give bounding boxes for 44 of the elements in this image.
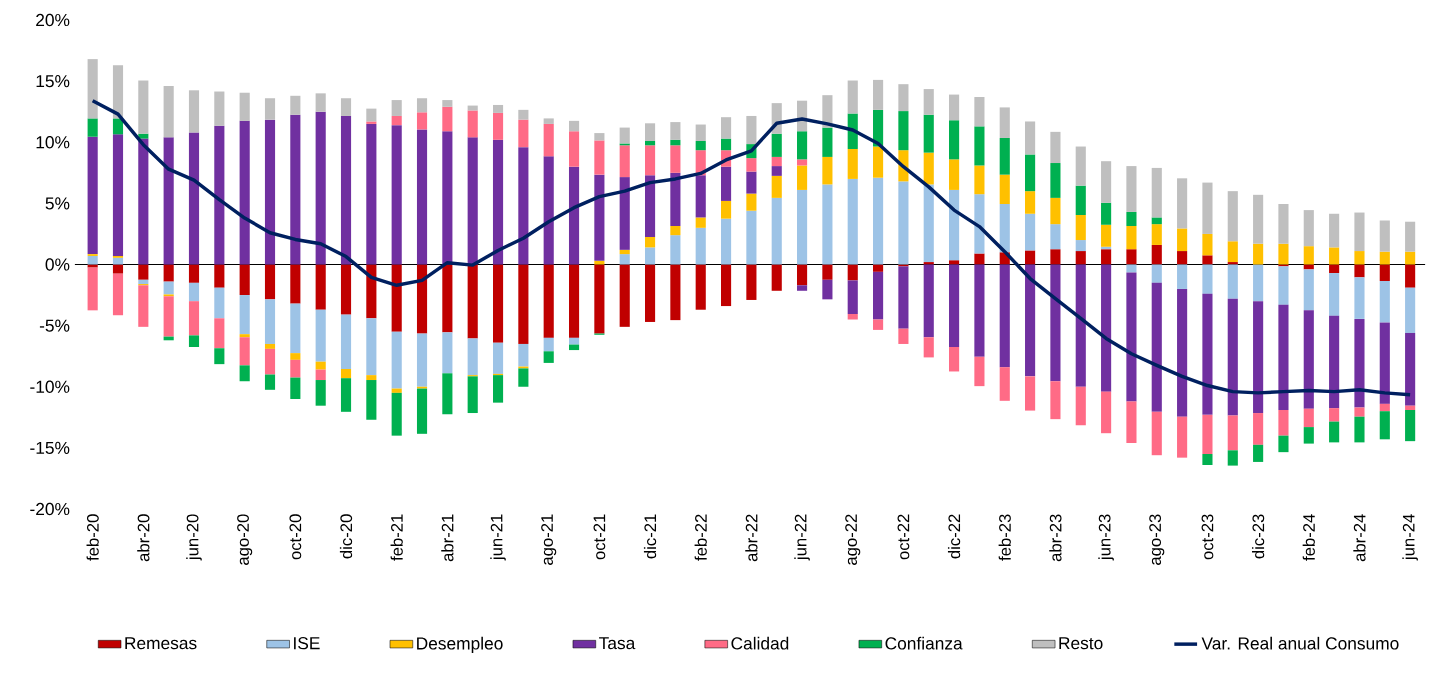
- legend-label: ISE: [294, 637, 320, 650]
- x-tick-label: feb-21: [390, 514, 403, 561]
- x-tick-label: jun-20: [186, 514, 202, 561]
- x-tick-label: abr-20: [137, 514, 150, 562]
- legend-label: Remesas: [125, 637, 197, 650]
- x-tick-label: feb-23: [998, 514, 1011, 561]
- y-tick-label: 15%: [36, 75, 70, 88]
- y-tick-label: -20%: [30, 502, 70, 516]
- legend-label: Desempleo: [417, 636, 503, 654]
- x-tick-label: feb-22: [694, 514, 707, 561]
- y-tick-label: -15%: [30, 441, 70, 454]
- y-tick-label: 10%: [36, 136, 70, 149]
- x-tick-label: ago-22: [845, 514, 861, 565]
- x-tick-label: abr-22: [745, 514, 758, 562]
- x-tick-label: ago-23: [1149, 514, 1165, 565]
- y-tick-label: -10%: [30, 380, 70, 393]
- y-tick-label: -5%: [39, 319, 70, 332]
- legend-label: Tasa: [599, 637, 636, 650]
- legend-label: Calidad: [731, 636, 789, 650]
- x-tick-label: oct-23: [1201, 514, 1214, 560]
- x-tick-label: dic-21: [643, 514, 657, 559]
- y-tick-label: 5%: [45, 197, 70, 210]
- x-tick-label: ago-20: [237, 514, 253, 565]
- x-tick-label: ago-21: [541, 514, 557, 565]
- legend-label: Resto: [1059, 637, 1103, 650]
- x-tick-label: abr-24: [1353, 514, 1366, 562]
- x-tick-label: dic-20: [339, 514, 353, 559]
- legend-label: Var. Real anual Consumo: [1201, 636, 1399, 650]
- x-tick-label: jun-22: [794, 514, 810, 561]
- x-tick-label: dic-22: [947, 514, 961, 559]
- x-tick-label: oct-20: [289, 514, 302, 560]
- x-tick-label: feb-20: [86, 514, 99, 561]
- y-tick-label: 20%: [36, 13, 70, 27]
- x-tick-label: oct-21: [593, 514, 606, 560]
- x-tick-label: oct-22: [897, 514, 910, 560]
- x-tick-label: abr-21: [441, 514, 454, 562]
- x-tick-label: jun-21: [490, 514, 506, 561]
- x-tick-label: dic-23: [1251, 514, 1265, 559]
- x-tick-label: abr-23: [1049, 514, 1062, 562]
- y-tick-label: 0%: [45, 258, 70, 271]
- x-tick-label: jun-24: [1402, 514, 1418, 561]
- legend-label: Confianza: [885, 636, 963, 650]
- x-tick-label: feb-24: [1302, 514, 1315, 561]
- x-tick-label: jun-23: [1098, 514, 1114, 561]
